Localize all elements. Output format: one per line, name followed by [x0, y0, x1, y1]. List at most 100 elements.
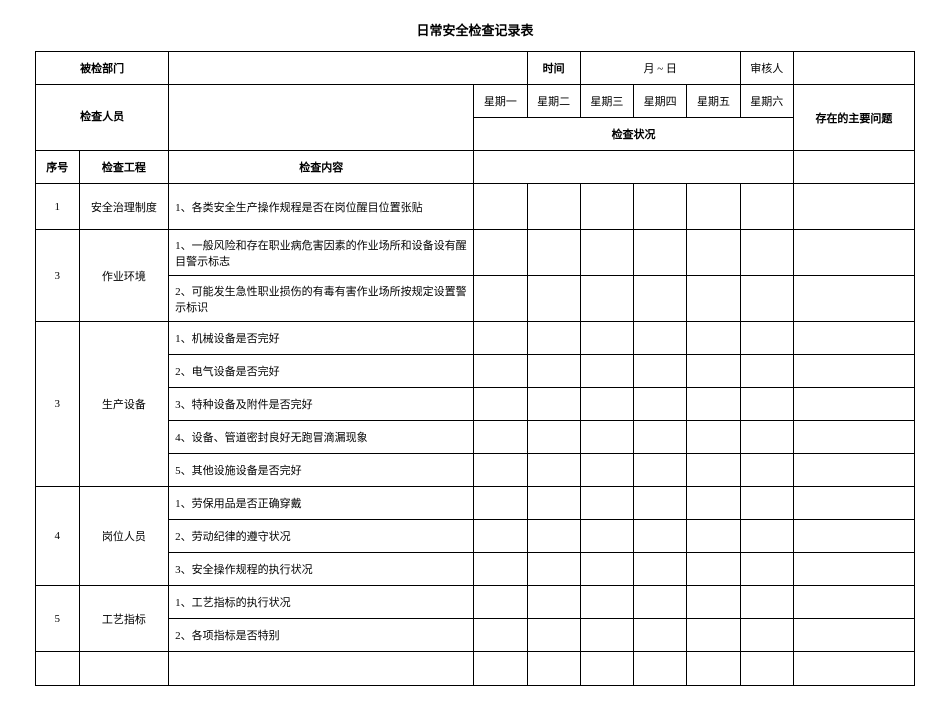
- empty-cell: [580, 652, 633, 686]
- day-cell: [740, 230, 793, 276]
- project-cell: 生产设备: [79, 322, 169, 487]
- content-cell: 3、特种设备及附件是否完好: [169, 388, 474, 421]
- issue-cell: [793, 454, 914, 487]
- day-thu: 星期四: [634, 85, 687, 118]
- day-cell: [580, 276, 633, 322]
- day-cell: [527, 553, 580, 586]
- day-cell: [634, 276, 687, 322]
- content-cell: 4、设备、管道密封良好无跑冒滴漏现象: [169, 421, 474, 454]
- day-tue: 星期二: [527, 85, 580, 118]
- content-cell: 2、各项指标是否特别: [169, 619, 474, 652]
- time-value: 月 ~ 日: [580, 52, 740, 85]
- day-cell: [527, 322, 580, 355]
- dept-label: 被检部门: [36, 52, 169, 85]
- issue-cell: [793, 276, 914, 322]
- day-cell: [634, 586, 687, 619]
- day-cell: [580, 619, 633, 652]
- day-cell: [634, 553, 687, 586]
- day-cell: [687, 421, 740, 454]
- day-cell: [740, 322, 793, 355]
- content-cell: 1、一般风险和存在职业病危害因素的作业场所和设备设有醒目警示标志: [169, 230, 474, 276]
- day-cell: [740, 520, 793, 553]
- day-cell: [527, 619, 580, 652]
- content-cell: 2、劳动纪律的遵守状况: [169, 520, 474, 553]
- day-cell: [740, 184, 793, 230]
- day-cell: [527, 388, 580, 421]
- day-cell: [740, 276, 793, 322]
- day-cell: [580, 322, 633, 355]
- content-cell: 2、可能发生急性职业损伤的有毒有害作业场所按规定设置警示标识: [169, 276, 474, 322]
- issue-cell: [793, 421, 914, 454]
- day-cell: [527, 184, 580, 230]
- day-cell: [634, 454, 687, 487]
- content-cell: 3、安全操作规程的执行状况: [169, 553, 474, 586]
- empty-cell: [687, 652, 740, 686]
- project-header: 检查工程: [79, 151, 169, 184]
- issue-cell: [793, 487, 914, 520]
- day-cell: [634, 388, 687, 421]
- day-cell: [527, 355, 580, 388]
- empty-cell: [793, 652, 914, 686]
- day-cell: [740, 388, 793, 421]
- header-row-1: 被检部门 时间 月 ~ 日 审核人: [36, 52, 915, 85]
- status-header: 检查状况: [474, 118, 794, 151]
- day-cell: [740, 487, 793, 520]
- issue-sub: [793, 151, 914, 184]
- issue-cell: [793, 388, 914, 421]
- day-cell: [634, 421, 687, 454]
- project-cell: 工艺指标: [79, 586, 169, 652]
- day-cell: [474, 487, 527, 520]
- day-cell: [740, 421, 793, 454]
- day-cell: [634, 322, 687, 355]
- day-cell: [687, 355, 740, 388]
- day-cell: [634, 487, 687, 520]
- issue-cell: [793, 184, 914, 230]
- day-cell: [687, 619, 740, 652]
- table-row: 5 工艺指标 1、工艺指标的执行状况: [36, 586, 915, 619]
- status-sub: [474, 151, 794, 184]
- day-cell: [634, 230, 687, 276]
- day-cell: [474, 276, 527, 322]
- day-cell: [474, 553, 527, 586]
- seq-cell: 4: [36, 487, 80, 586]
- day-cell: [634, 355, 687, 388]
- day-cell: [474, 421, 527, 454]
- seq-cell: 3: [36, 322, 80, 487]
- approver-value: [793, 52, 914, 85]
- content-header: 检查内容: [169, 151, 474, 184]
- inspector-label: 检查人员: [36, 85, 169, 151]
- seq-cell: 3: [36, 230, 80, 322]
- seq-cell: 1: [36, 184, 80, 230]
- dept-value: [169, 52, 527, 85]
- day-cell: [527, 454, 580, 487]
- content-cell: 2、电气设备是否完好: [169, 355, 474, 388]
- day-cell: [580, 487, 633, 520]
- day-cell: [580, 184, 633, 230]
- project-cell: 安全治理制度: [79, 184, 169, 230]
- day-cell: [527, 586, 580, 619]
- empty-cell: [169, 652, 474, 686]
- page-title: 日常安全检查记录表: [20, 20, 930, 39]
- header-row-2: 检查人员 星期一 星期二 星期三 星期四 星期五 星期六 存在的主要问题: [36, 85, 915, 118]
- project-cell: 作业环境: [79, 230, 169, 322]
- day-fri: 星期五: [687, 85, 740, 118]
- day-cell: [580, 454, 633, 487]
- day-cell: [580, 421, 633, 454]
- day-cell: [474, 520, 527, 553]
- day-cell: [740, 586, 793, 619]
- day-cell: [474, 388, 527, 421]
- day-sat: 星期六: [740, 85, 793, 118]
- time-label: 时间: [527, 52, 580, 85]
- issue-cell: [793, 553, 914, 586]
- day-cell: [474, 586, 527, 619]
- day-cell: [580, 388, 633, 421]
- day-cell: [580, 230, 633, 276]
- day-cell: [580, 553, 633, 586]
- day-cell: [740, 619, 793, 652]
- empty-cell: [474, 652, 527, 686]
- day-cell: [474, 230, 527, 276]
- seq-cell: 5: [36, 586, 80, 652]
- inspector-value: [169, 85, 474, 151]
- empty-cell: [634, 652, 687, 686]
- day-wed: 星期三: [580, 85, 633, 118]
